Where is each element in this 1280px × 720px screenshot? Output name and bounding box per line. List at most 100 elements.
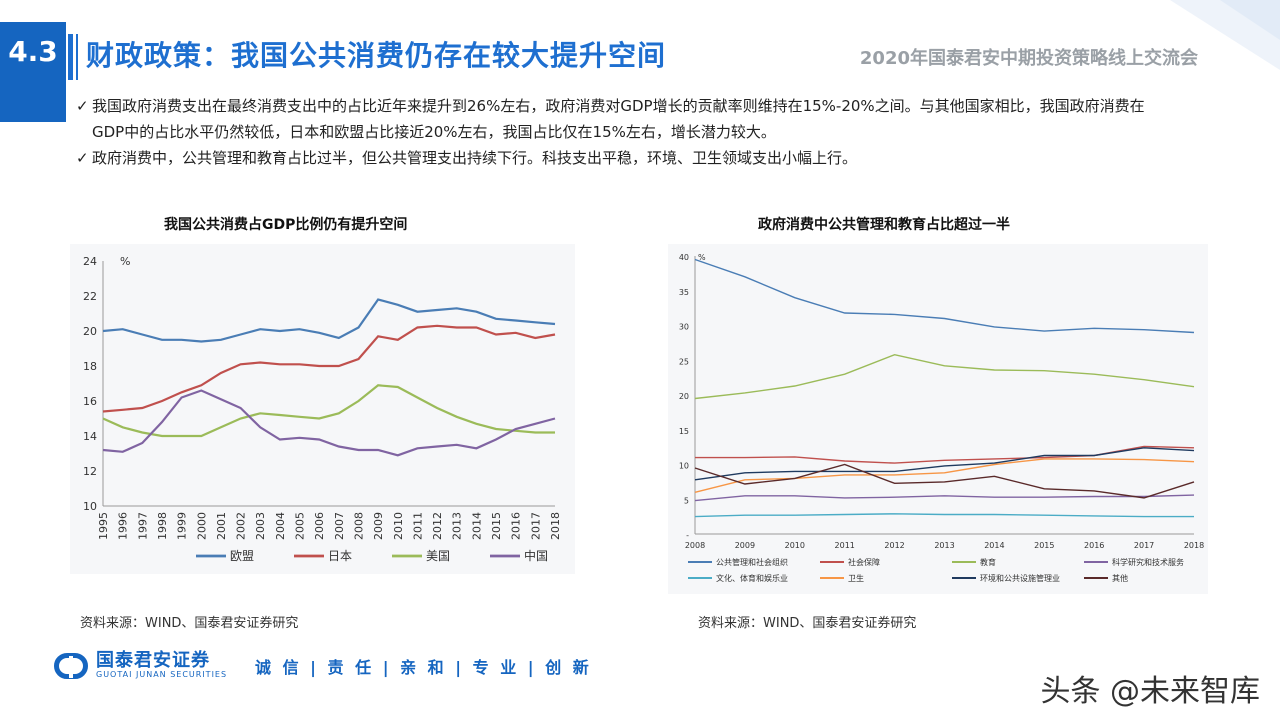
series-line: [694, 353, 1195, 400]
y-tick-label: 30: [679, 323, 689, 332]
x-tick-label: 1995: [97, 512, 110, 540]
x-tick-label: 2002: [235, 512, 248, 540]
x-tick-label: 2008: [352, 512, 365, 540]
y-axis-unit: %: [698, 253, 706, 262]
x-tick-label: 1999: [176, 512, 189, 540]
x-tick-label: 2000: [195, 512, 208, 540]
x-tick-label: 2010: [785, 541, 805, 550]
check-icon: ✓: [76, 97, 89, 115]
company-logo: 国泰君安证券 GUOTAI JUNAN SECURITIES: [54, 652, 227, 679]
corner-decoration: [1170, 0, 1280, 70]
legend-label: 科学研究和技术服务: [1112, 557, 1184, 567]
x-tick-label: 1997: [136, 512, 149, 540]
watermark: 头条 @未来智库: [1040, 674, 1260, 709]
y-tick-label: 25: [679, 357, 689, 366]
bullet-item: ✓ 我国政府消费支出在最终消费支出中的占比近年来提升到26%左右，政府消费对GD…: [76, 93, 1156, 145]
x-tick-label: 2014: [984, 541, 1004, 550]
legend-label: 其他: [1112, 573, 1128, 583]
chart2-svg: % - 5 10 15 20 25 30 35 40 2008 2009 2010 2011 2012 201…: [679, 253, 1204, 583]
y-tick-label: 16: [83, 395, 97, 408]
x-tick-label: 2013: [451, 512, 464, 540]
series-line: [694, 447, 1195, 481]
x-tick-label: 2011: [411, 512, 424, 540]
series-line: [694, 513, 1194, 518]
bullet-item: ✓ 政府消费中，公共管理和教育占比过半，但公共管理支出持续下行。科技支出平稳，环…: [76, 145, 1156, 171]
logo-icon: [54, 652, 88, 679]
series-line: [102, 384, 555, 438]
legend-label: 公共管理和社会组织: [716, 557, 788, 567]
legend-label: 卫生: [848, 573, 864, 583]
y-tick-label: 35: [679, 288, 689, 297]
check-icon: ✓: [76, 149, 89, 167]
title-accent-bar: [68, 34, 73, 80]
y-tick-label: 20: [83, 325, 97, 338]
y-tick-label: 10: [83, 500, 97, 513]
legend-label: 社会保障: [848, 557, 880, 567]
legend-label: 环境和公共设施管理业: [980, 573, 1060, 583]
x-tick-label: 2001: [215, 512, 228, 540]
series-line: [694, 258, 1195, 334]
legend-label: 文化、体育和娱乐业: [716, 573, 788, 583]
chart1-background: [70, 244, 575, 574]
logo-name-en: GUOTAI JUNAN SECURITIES: [96, 670, 228, 679]
page-title: 财政政策：我国公共消费仍存在较大提升空间: [86, 39, 667, 72]
x-tick-label: 2007: [333, 512, 346, 540]
y-tick-label: 20: [679, 392, 689, 401]
y-tick-label: 15: [679, 427, 689, 436]
section-number: 4.3: [0, 22, 66, 122]
y-tick-label: 14: [83, 430, 97, 443]
legend-label: 教育: [980, 557, 996, 567]
x-tick-label: 2017: [529, 512, 542, 540]
y-tick-label: -: [686, 531, 689, 540]
chart1-title: 我国公共消费占GDP比例仍有提升空间: [164, 217, 408, 233]
x-tick-label: 2004: [274, 512, 287, 540]
x-tick-label: 2012: [884, 541, 904, 550]
x-tick-label: 2009: [735, 541, 755, 550]
x-tick-label: 2008: [685, 541, 705, 550]
x-tick-label: 2011: [835, 541, 855, 550]
series-line: [695, 445, 1195, 464]
series-line: [102, 298, 556, 343]
x-tick-label: 2016: [510, 512, 523, 540]
series-line: [102, 389, 556, 457]
logo-name-cn: 国泰君安证券: [96, 650, 210, 671]
x-tick-label: 2012: [431, 512, 444, 540]
chart2-title: 政府消费中公共管理和教育占比超过一半: [758, 217, 1010, 233]
y-tick-label: 5: [684, 496, 689, 505]
x-tick-label: 1998: [156, 512, 169, 540]
y-axis-unit: %: [120, 255, 130, 268]
event-title: 2020年国泰君安中期投资策略线上交流会: [859, 48, 1198, 69]
x-tick-label: 2013: [934, 541, 954, 550]
x-tick-label: 2014: [470, 512, 483, 540]
y-tick-label: 22: [83, 290, 97, 303]
chart2-source: 资料来源：WIND、国泰君安证券研究: [698, 616, 917, 631]
legend-label: 中国: [524, 548, 548, 563]
x-tick-label: 2015: [490, 512, 503, 540]
x-tick-label: 2017: [1134, 541, 1154, 550]
legend-label: 欧盟: [230, 549, 254, 563]
company-slogan: 诚 信 | 责 任 | 亲 和 | 专 业 | 创 新: [255, 658, 592, 677]
series-line: [694, 494, 1195, 502]
x-tick-label: 2005: [294, 512, 307, 540]
x-tick-label: 2009: [372, 512, 385, 540]
bullet-list: ✓ 我国政府消费支出在最终消费支出中的占比近年来提升到26%左右，政府消费对GD…: [76, 93, 1156, 171]
y-tick-label: 18: [83, 360, 97, 373]
series-line: [694, 463, 1195, 499]
series-line: [102, 324, 556, 413]
chart1-source: 资料来源：WIND、国泰君安证券研究: [80, 616, 299, 631]
x-tick-label: 2018: [1184, 541, 1204, 550]
legend-label: 日本: [328, 549, 352, 563]
x-tick-label: 2015: [1034, 541, 1054, 550]
x-tick-label: 2003: [254, 512, 267, 540]
bullet-text: 政府消费中，公共管理和教育占比过半，但公共管理支出持续下行。科技支出平稳，环境、…: [92, 149, 858, 167]
x-tick-label: 2010: [392, 512, 405, 540]
y-tick-label: 40: [679, 253, 689, 262]
chart2-background: [668, 244, 1208, 594]
chart1-svg: % 10 12 14 16 18 20 22 24 1995 1996 1997 1998 1999 200…: [83, 255, 562, 563]
title-accent-bar-thin: [76, 34, 78, 80]
y-tick-label: 12: [83, 465, 97, 478]
x-tick-label: 2018: [549, 512, 562, 540]
series-line: [694, 458, 1195, 493]
x-tick-label: 2016: [1084, 541, 1104, 550]
y-tick-label: 10: [679, 462, 689, 471]
